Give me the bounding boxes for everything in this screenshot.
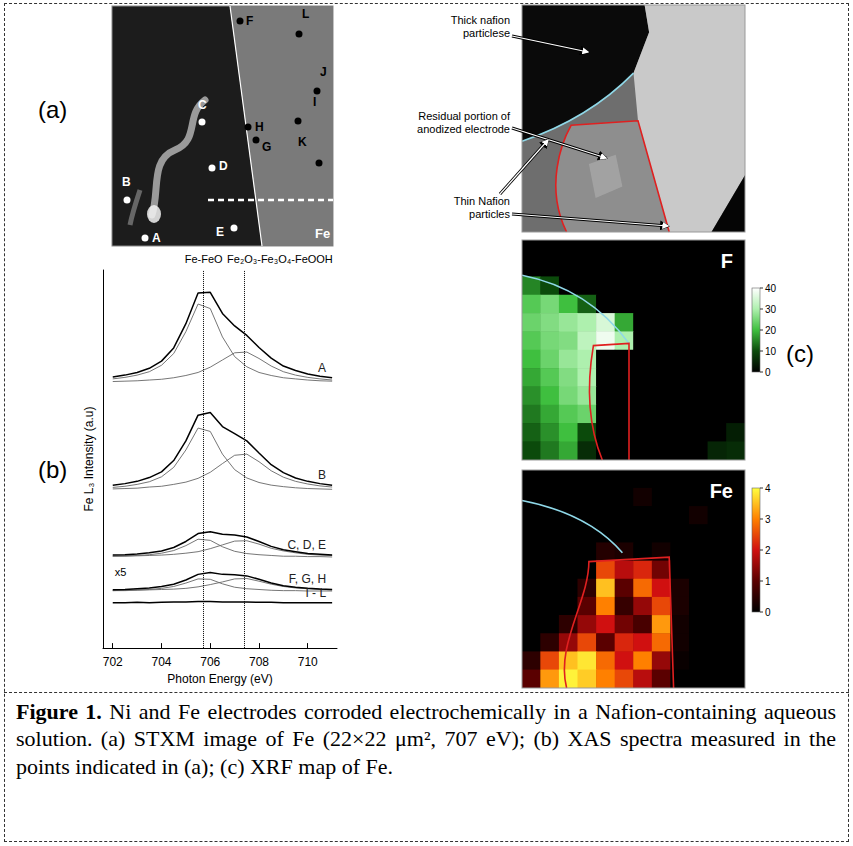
svg-text:F, G, H: F, G, H (289, 572, 326, 586)
svg-text:0: 0 (765, 607, 771, 618)
svg-text:20: 20 (765, 325, 777, 336)
svg-text:x5: x5 (115, 566, 127, 578)
svg-text:Fe L₃ Intensity (a.u): Fe L₃ Intensity (a.u) (82, 407, 96, 512)
svg-text:1: 1 (765, 576, 771, 587)
svg-text:Residual portion ofanodized el: Residual portion ofanodized electrode (417, 110, 511, 135)
svg-text:40: 40 (765, 283, 777, 294)
svg-text:K: K (298, 135, 307, 149)
svg-text:F: F (721, 250, 733, 272)
svg-text:708: 708 (249, 655, 269, 669)
svg-text:Thick nafionparticlese: Thick nafionparticlese (451, 14, 510, 39)
svg-text:B: B (122, 175, 131, 189)
svg-text:A: A (318, 361, 326, 375)
svg-text:(b): (b) (38, 456, 67, 483)
svg-text:I: I (313, 95, 316, 109)
svg-text:(a): (a) (38, 96, 67, 123)
svg-text:I - L: I - L (305, 586, 326, 600)
svg-text:706: 706 (200, 655, 220, 669)
svg-text:H: H (255, 120, 264, 134)
svg-text:Fe-FeO: Fe-FeO (185, 253, 223, 265)
svg-text:L: L (302, 7, 309, 21)
svg-text:Fe: Fe (315, 226, 330, 241)
svg-text:Fe₂O₃-Fe₃O₄-FeOOH: Fe₂O₃-Fe₃O₄-FeOOH (227, 253, 333, 265)
svg-text:J: J (320, 65, 327, 79)
svg-text:C, D, E: C, D, E (287, 538, 326, 552)
svg-text:E: E (216, 225, 224, 239)
svg-text:C: C (198, 98, 207, 112)
svg-text:F: F (246, 14, 253, 28)
svg-text:Thin Nafionparticles: Thin Nafionparticles (454, 195, 511, 220)
html-text:Figure 1. Ni and Fe electrodes: Figure 1. Ni and Fe electrodes corroded … (16, 699, 836, 779)
svg-text:D: D (219, 159, 228, 173)
svg-text:Fe: Fe (710, 480, 733, 502)
svg-text:704: 704 (151, 655, 171, 669)
svg-text:G: G (262, 140, 271, 154)
svg-text:A: A (152, 231, 161, 245)
svg-text:4: 4 (765, 483, 771, 494)
svg-text:30: 30 (765, 304, 777, 315)
svg-text:3: 3 (765, 514, 771, 525)
svg-text:Photon Energy (eV): Photon Energy (eV) (167, 672, 272, 686)
svg-text:710: 710 (298, 655, 318, 669)
svg-text:10: 10 (765, 346, 777, 357)
svg-text:B: B (318, 468, 326, 482)
svg-text:702: 702 (103, 655, 123, 669)
svg-text:2: 2 (765, 545, 771, 556)
svg-text:(c): (c) (786, 340, 814, 367)
svg-text:0: 0 (765, 367, 771, 378)
